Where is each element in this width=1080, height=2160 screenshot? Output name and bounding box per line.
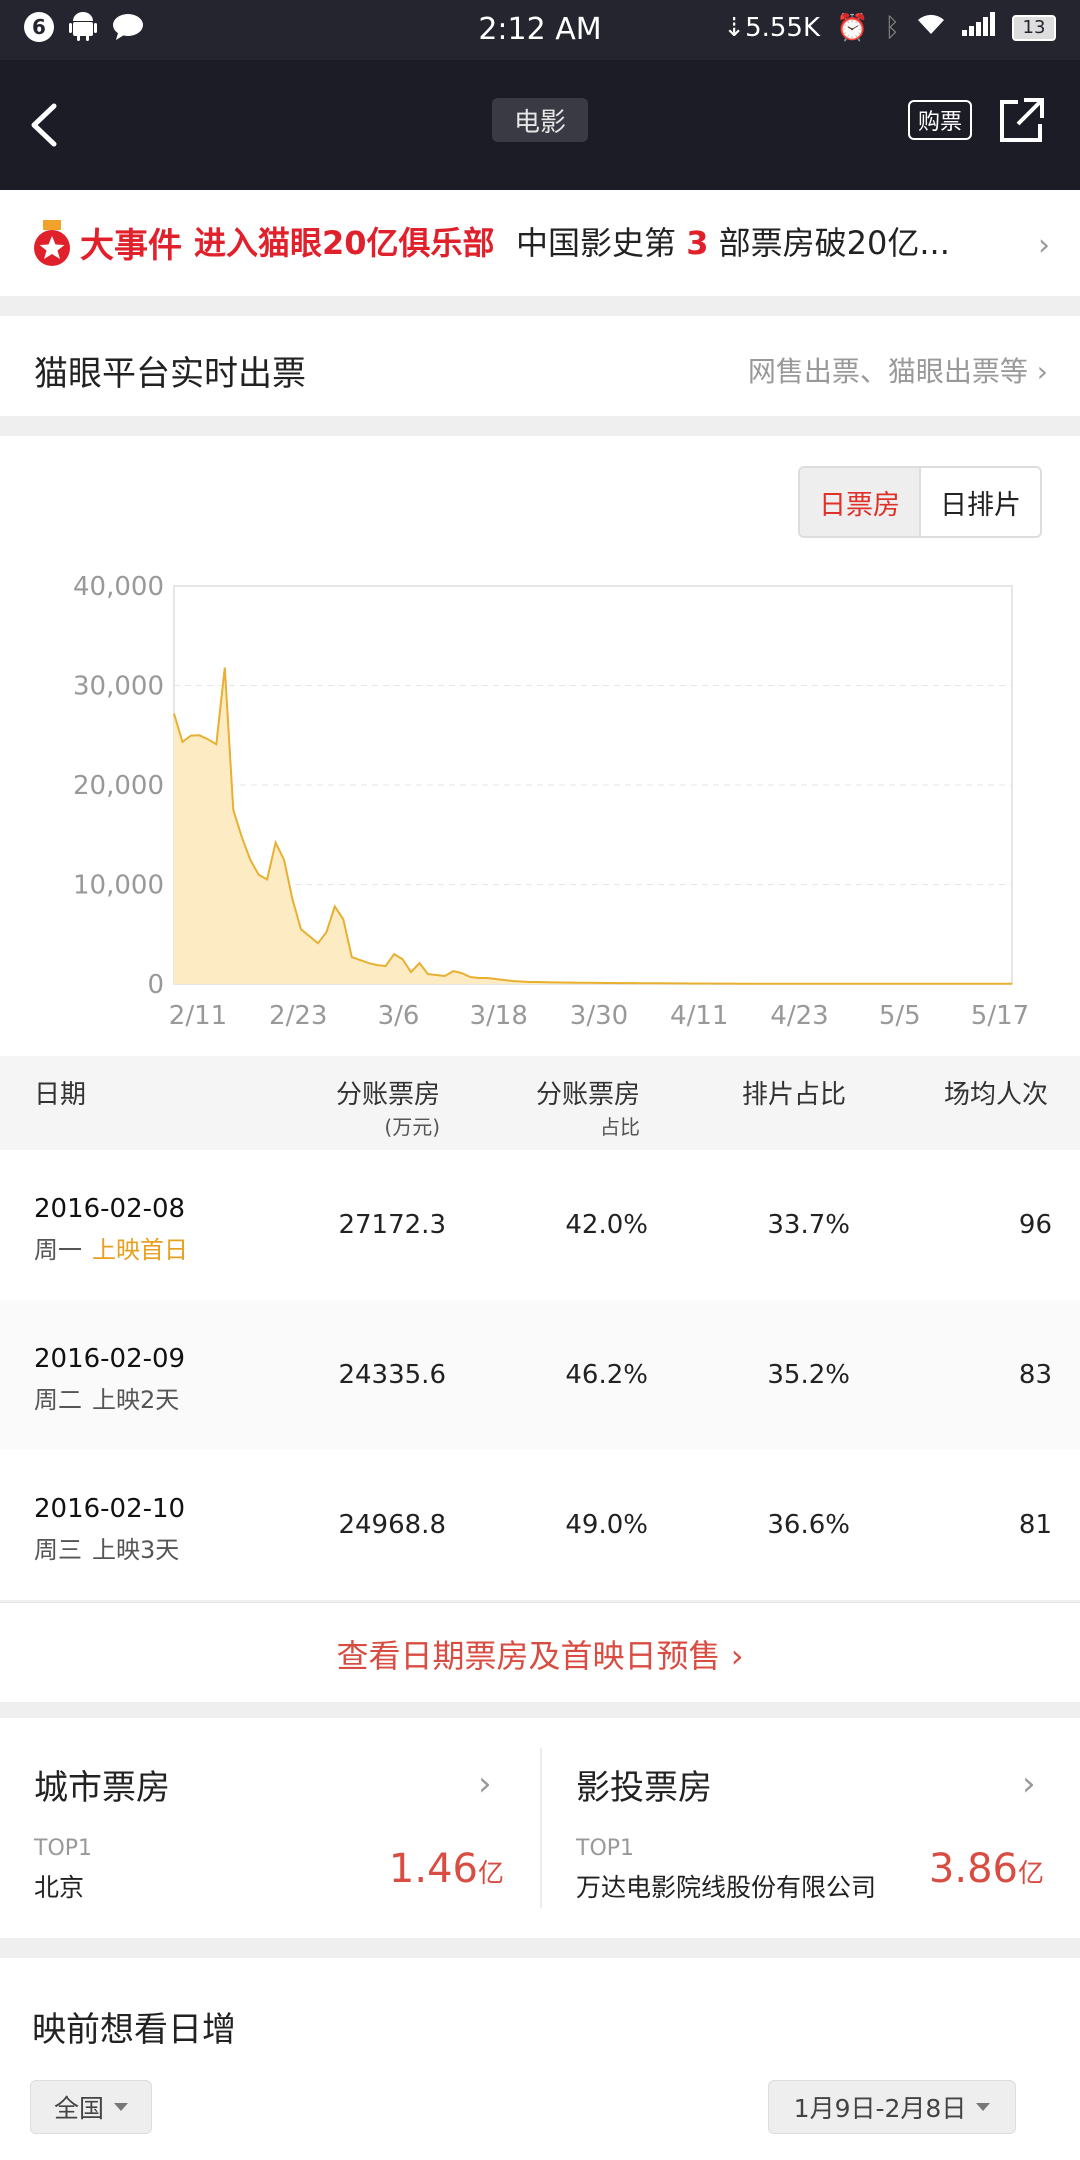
x-tick-label: 3/30 (570, 1001, 628, 1031)
event-banner[interactable]: 大事件 进入猫眼20亿俱乐部 中国影史第 3 部票房破20亿... › (0, 190, 1080, 296)
buy-ticket-button[interactable]: 购票 (908, 100, 972, 140)
wifi-icon (916, 12, 946, 43)
city-top-name: 北京 (34, 1873, 85, 1902)
row-revenue: 27172.3 (338, 1210, 446, 1240)
row-day: 周一 上映首日 (34, 1236, 188, 1264)
city-top-value: 1.46亿 (388, 1846, 504, 1892)
table-row[interactable]: 2016-02-09 周二 上映2天 24335.6 46.2% 35.2% 83 (0, 1300, 1080, 1450)
caret-down-icon (976, 2103, 991, 2111)
view-more-link[interactable]: 查看日期票房及首映日预售 › (0, 1602, 1080, 1702)
row-attendance: 81 (1018, 1510, 1052, 1540)
th-screening: 排片占比 (742, 1080, 847, 1110)
th-date: 日期 (34, 1080, 87, 1110)
chevron-right-icon: › (720, 1637, 744, 1675)
th-revenue: 分账票房 (万元) (336, 1080, 441, 1139)
toggle-daily-screening[interactable]: 日排片 (919, 468, 1040, 536)
bluetooth-icon: ᛒ (884, 12, 900, 43)
th-share: 分账票房 占比 (536, 1080, 641, 1139)
want-title: 映前想看日增 (32, 2010, 236, 2050)
series-line (173, 667, 1012, 985)
status-time: 2:12 AM (478, 12, 602, 47)
y-tick-label: 40,000 (73, 572, 164, 602)
table-row[interactable]: 2016-02-08 周一 上映首日 27172.3 42.0% 33.7% 96 (0, 1150, 1080, 1300)
row-share: 46.2% (565, 1360, 648, 1390)
realtime-label: 猫眼平台实时出票 (34, 354, 306, 394)
chevron-left-icon (31, 103, 57, 147)
share-icon (1000, 98, 1044, 142)
table-row[interactable]: 2016-02-10 周三 上映3天 24968.8 49.0% 36.6% 81 (0, 1450, 1080, 1600)
realtime-sub: 网售出票、猫眼出票等 › (747, 355, 1048, 388)
city-top-label: TOP1 (34, 1836, 93, 1861)
row-share: 42.0% (565, 1210, 648, 1240)
alarm-icon: ⏰ (836, 12, 869, 43)
row-screening: 33.7% (767, 1210, 850, 1240)
card-divider (540, 1748, 542, 1908)
row-screening: 36.6% (767, 1510, 850, 1540)
row-day: 周三 上映3天 (34, 1536, 180, 1564)
chart-toggle: 日票房 日排片 (798, 466, 1042, 538)
chevron-right-icon: › (1038, 228, 1050, 263)
row-attendance: 96 (1018, 1210, 1052, 1240)
investor-card-title: 影投票房 (576, 1768, 712, 1808)
row-date: 2016-02-10 (34, 1494, 186, 1524)
investor-boxoffice-card[interactable]: 影投票房 › TOP1 万达电影院线股份有限公司 3.86亿 (542, 1718, 1080, 1938)
event-tag: 大事件 (80, 226, 182, 266)
investor-top-label: TOP1 (576, 1836, 635, 1861)
x-tick-label: 5/17 (971, 1001, 1029, 1031)
nav-header: 电影 购票 (0, 60, 1080, 190)
event-highlight: 进入猫眼20亿俱乐部 (194, 224, 495, 262)
android-icon (68, 12, 98, 42)
battery-icon: 13 (1012, 14, 1056, 41)
area-fill (174, 667, 1012, 984)
realtime-ticket-row[interactable]: 猫眼平台实时出票 网售出票、猫眼出票等 › (0, 316, 1080, 416)
row-attendance: 83 (1018, 1360, 1052, 1390)
want-to-see-section: 映前想看日增 全国 1月9日-2月8日 (0, 1958, 1080, 2160)
investor-top-value: 3.86亿 (928, 1846, 1044, 1892)
row-date: 2016-02-08 (34, 1194, 186, 1224)
x-tick-label: 4/23 (770, 1001, 828, 1031)
page-title: 电影 (492, 98, 588, 142)
chevron-right-icon: › (1022, 1764, 1036, 1804)
back-button[interactable] (22, 98, 72, 152)
caret-down-icon (114, 2103, 128, 2111)
x-tick-label: 3/18 (470, 1001, 528, 1031)
chart-card: 日票房 日排片 0 10,000 20,000 30,000 40,000 2/11 2/2… (0, 436, 1080, 1056)
boxoffice-chart: 0 10,000 20,000 30,000 40,000 2/11 2/23 3/6 3/18… (73, 572, 1029, 1031)
signal-icon (962, 12, 996, 43)
chat-icon (112, 13, 144, 41)
x-tick-label: 4/11 (670, 1001, 728, 1031)
status-bar: 6 2:12 AM ⇣5.55K ⏰ ᛒ 13 (0, 0, 1080, 60)
download-speed: ⇣5.55K (723, 12, 821, 43)
city-card-title: 城市票房 (34, 1768, 170, 1808)
notification-count-icon: 6 (24, 12, 54, 42)
y-tick-label: 10,000 (73, 871, 164, 901)
th-attendance: 场均人次 (944, 1080, 1049, 1110)
row-screening: 35.2% (767, 1360, 850, 1390)
y-tick-label: 30,000 (73, 672, 164, 702)
share-button[interactable] (996, 96, 1046, 146)
chevron-right-icon: › (478, 1764, 492, 1804)
medal-icon (32, 220, 72, 268)
row-share: 49.0% (565, 1510, 648, 1540)
row-revenue: 24968.8 (338, 1510, 446, 1540)
event-text: 中国影史第 3 部票房破20亿... (516, 224, 950, 262)
table-header: 日期 分账票房 (万元) 分账票房 占比 排片占比 场均人次 (0, 1056, 1080, 1150)
investor-top-name: 万达电影院线股份有限公司 (576, 1873, 877, 1902)
row-day: 周二 上映2天 (34, 1386, 180, 1414)
y-tick-label: 20,000 (73, 771, 164, 801)
boxoffice-cards: 城市票房 › TOP1 北京 1.46亿 影投票房 › TOP1 万达电影院线股… (0, 1718, 1080, 1938)
region-select[interactable]: 全国 (30, 2080, 152, 2134)
city-boxoffice-card[interactable]: 城市票房 › TOP1 北京 1.46亿 (0, 1718, 540, 1938)
toggle-daily-boxoffice[interactable]: 日票房 (800, 468, 919, 536)
row-revenue: 24335.6 (338, 1360, 446, 1390)
row-date: 2016-02-09 (34, 1344, 186, 1374)
y-tick-label: 0 (147, 970, 164, 1000)
date-range-select[interactable]: 1月9日-2月8日 (768, 2080, 1016, 2134)
x-tick-label: 3/6 (378, 1001, 420, 1031)
x-tick-label: 5/5 (879, 1001, 921, 1031)
x-tick-label: 2/11 (169, 1001, 227, 1031)
x-tick-label: 2/23 (269, 1001, 327, 1031)
